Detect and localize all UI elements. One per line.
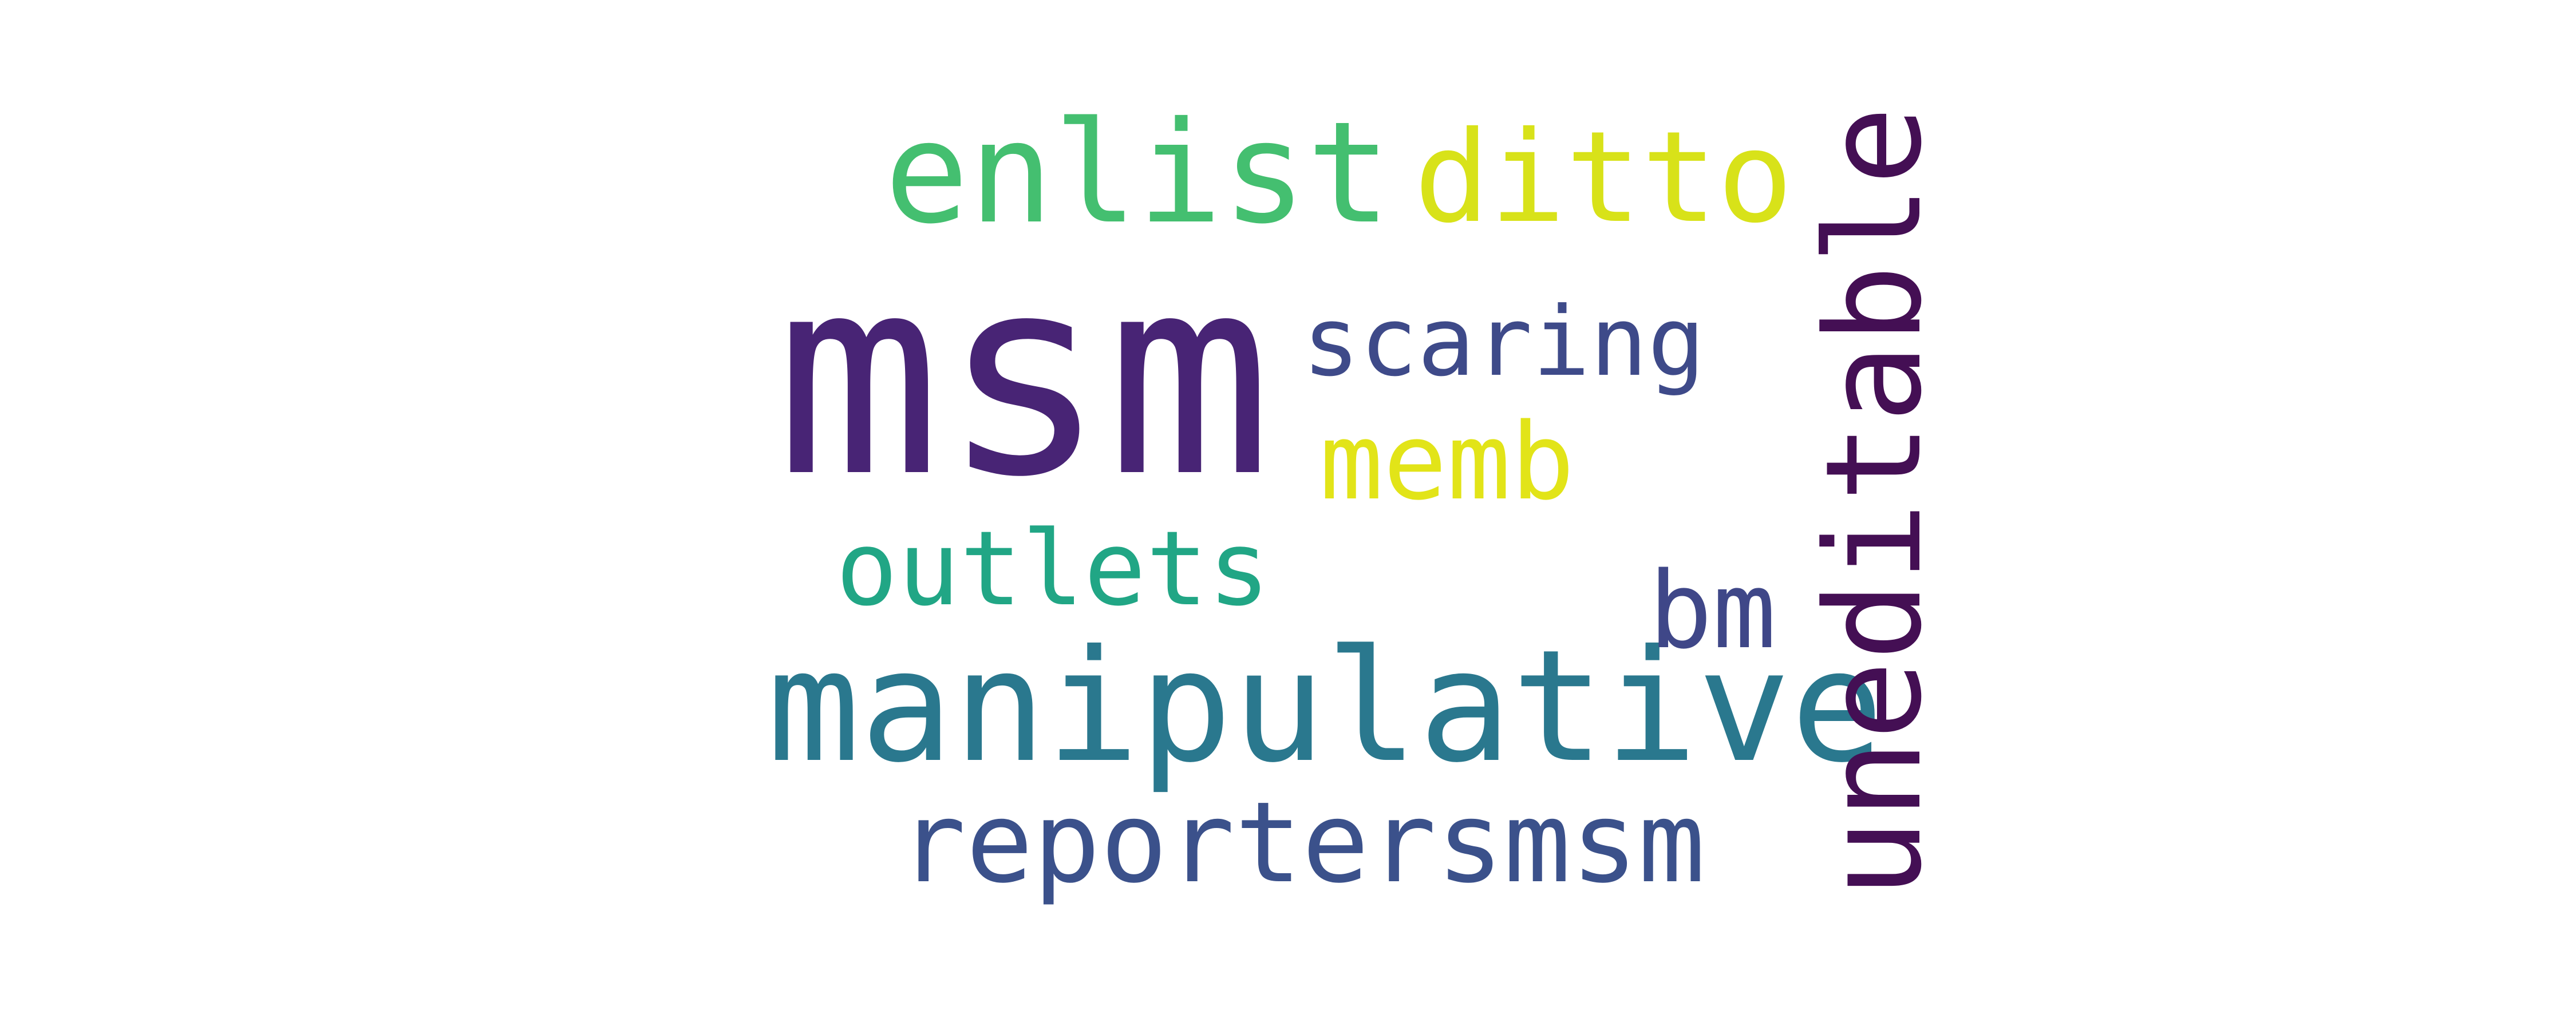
word-scaring: scaring (1302, 287, 1705, 398)
word-enlist: enlist (884, 92, 1392, 255)
word-uneditable: uneditable (1798, 106, 1951, 898)
word-memb: memb (1319, 400, 1575, 524)
word-ditto: ditto (1414, 104, 1793, 251)
word-outlets: outlets (836, 509, 1270, 629)
word-reportersmsm: reportersmsm (899, 778, 1705, 908)
word-bm: bm (1649, 549, 1776, 672)
word-msm: msm (776, 217, 1272, 537)
word-manipulative: manipulative (767, 616, 1884, 797)
